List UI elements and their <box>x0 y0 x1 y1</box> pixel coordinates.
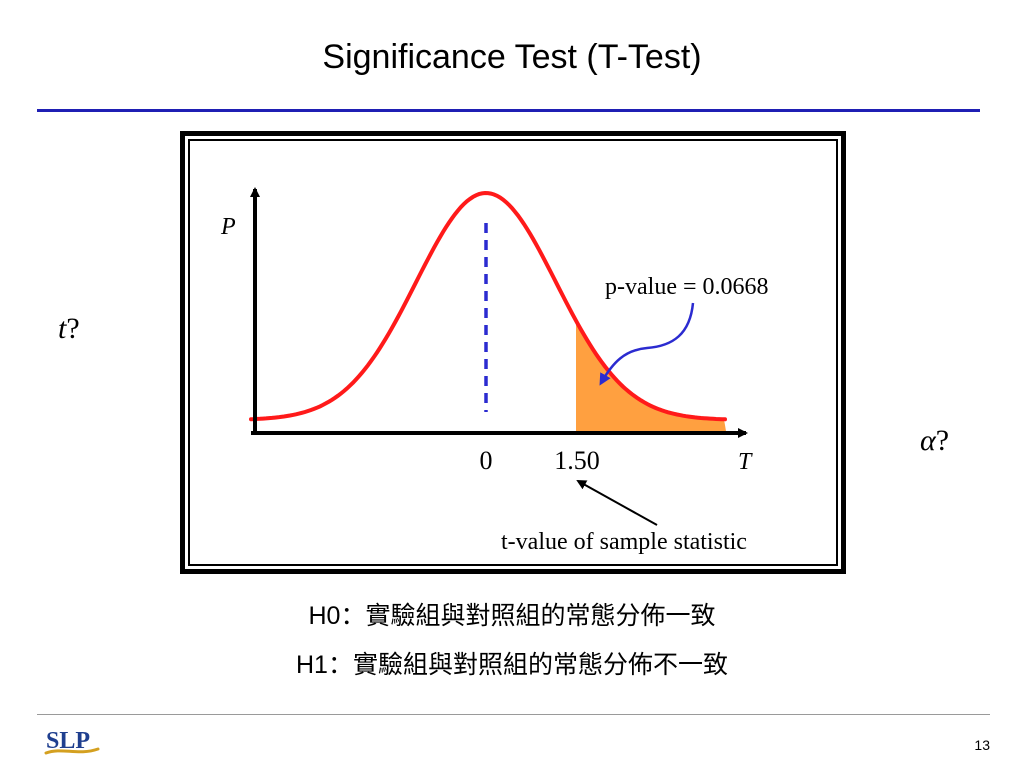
alpha-question-mark: ? <box>935 424 950 457</box>
h1-text: ：實驗組與對照組的常態分佈不一致 <box>327 650 728 679</box>
figure-inner-border <box>188 139 838 566</box>
alternative-hypothesis: H1：實驗組與對照組的常態分佈不一致 <box>0 645 1024 681</box>
slide-title: Significance Test (T-Test) <box>322 38 702 76</box>
null-hypothesis: H0：實驗組與對照組的常態分佈一致 <box>0 596 1024 632</box>
footer-divider <box>37 714 990 715</box>
x-axis-label: T <box>738 449 753 475</box>
t-value-pointer-arrow <box>576 480 658 526</box>
p-value-annotation: p-value = 0.0668 <box>605 274 769 300</box>
t-question-label: t? <box>58 312 80 346</box>
alpha-symbol: α <box>920 424 936 457</box>
p-value-tail-area <box>577 322 726 431</box>
h0-label: H0 <box>308 602 341 630</box>
h0-text: ：實驗組與對照組的常態分佈一致 <box>340 601 716 630</box>
normal-distribution-curve <box>249 190 727 422</box>
slp-logo-swoosh <box>44 747 100 755</box>
t-value-annotation: t-value of sample statistic <box>501 529 747 555</box>
t-distribution-diagram: P T 0 1.50 p-value = 0.0668 t-value of s… <box>220 187 769 555</box>
page-number: 13 <box>974 737 990 753</box>
tick-label-t-value: 1.50 <box>554 446 600 475</box>
slp-logo-text: SLP <box>46 728 90 754</box>
h1-label: H1 <box>296 651 328 679</box>
t-question-mark: ? <box>66 312 80 345</box>
tick-label-zero: 0 <box>480 446 493 475</box>
y-axis-label: P <box>220 214 236 240</box>
t-symbol: t <box>58 312 67 345</box>
alpha-question-label: α? <box>920 424 949 458</box>
p-value-pointer-arrow <box>599 302 695 386</box>
t-distribution-figure: P T 0 1.50 p-value = 0.0668 t-value of s… <box>180 131 846 574</box>
title-divider <box>37 109 980 112</box>
slp-logo: SLP <box>44 728 100 755</box>
